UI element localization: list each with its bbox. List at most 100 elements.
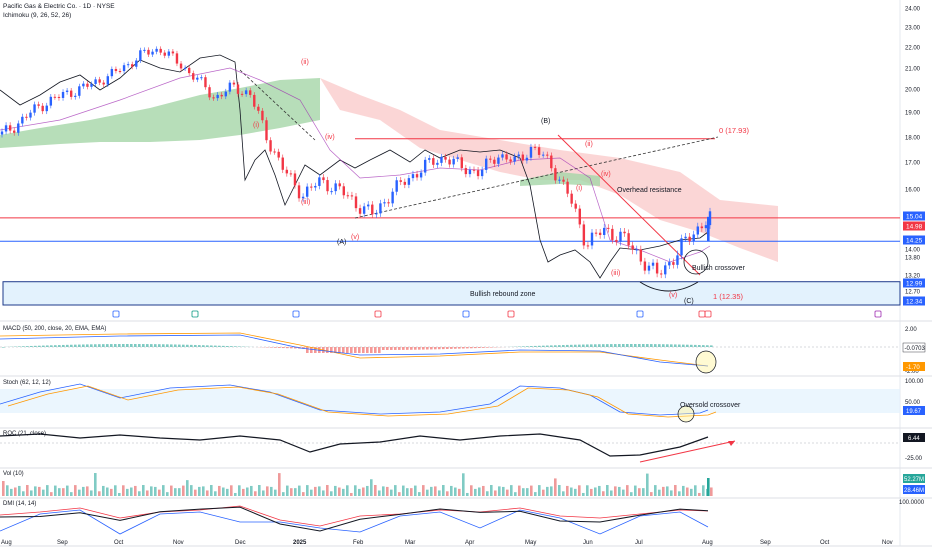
volume-bar [614, 486, 617, 496]
macd-hist-bar [134, 344, 137, 347]
volume-bar [578, 485, 581, 496]
volume-bar [694, 485, 697, 496]
macd-hist-bar [170, 344, 173, 347]
price-candle [668, 262, 670, 265]
macd-hist-bar [358, 347, 361, 353]
macd-hist-bar [342, 347, 345, 353]
macd-hist-bar [186, 345, 189, 347]
event-marker [375, 311, 381, 317]
volume-bar [190, 485, 193, 496]
macd-hist-bar [462, 347, 465, 349]
price-candle [168, 52, 170, 56]
macd-hist-bar [562, 345, 565, 347]
volume-bar [510, 485, 513, 496]
volume-bar [298, 486, 301, 496]
macd-hist-bar [126, 344, 129, 347]
volume-bar [378, 490, 381, 496]
macd-hist-bar [190, 345, 193, 347]
price-candle [359, 208, 361, 214]
price-candle [200, 77, 202, 78]
macd-hist-bar [438, 347, 441, 349]
price-candle [424, 160, 426, 173]
volume-bar [550, 486, 553, 496]
macd-hist-bar [594, 344, 597, 347]
macd-hist-bar [98, 344, 101, 347]
wave-label: (v) [669, 292, 677, 299]
event-marker [705, 311, 711, 317]
price-candle [159, 49, 161, 53]
price-candle [391, 192, 393, 204]
volume-bar [346, 485, 349, 496]
symbol-title: Pacific Gas & Electric Co. · 1D · NYSE [3, 3, 115, 10]
volume-bar [98, 491, 101, 496]
macd-hist-bar [122, 344, 125, 347]
macd-hist-bar [454, 347, 457, 349]
macd-hist-bar [166, 344, 169, 347]
price-candle [225, 92, 227, 97]
volume-bar [350, 493, 353, 496]
macd-hist-bar [306, 347, 309, 353]
price-candle [257, 107, 259, 111]
volume-bar [254, 491, 257, 496]
price-candle [379, 203, 381, 213]
macd-hist-bar [366, 347, 369, 353]
bullish-crossover-label: Bullish crossover [692, 265, 746, 272]
price-candle [94, 79, 96, 84]
volume-bar [174, 488, 177, 496]
volume-bar [610, 490, 613, 496]
price-candle [41, 106, 43, 111]
volume-bar [122, 485, 125, 496]
price-candle [469, 170, 471, 174]
volume-bar [558, 485, 561, 496]
price-candle [143, 50, 145, 51]
price-candle [644, 262, 646, 271]
price-candle [383, 202, 385, 203]
macd-hist-bar [646, 344, 649, 347]
time-axis-label: Jul [635, 540, 643, 546]
price-candle [277, 152, 279, 158]
wave-label: (ii) [301, 59, 309, 66]
price-candle [9, 125, 11, 130]
rebound-zone-label: Bullish rebound zone [470, 291, 535, 298]
volume-bar [82, 487, 85, 496]
macd-hist-bar [678, 345, 681, 347]
time-axis-label: Nov [882, 540, 893, 546]
macd-hist-bar [182, 345, 185, 347]
macd-hist-bar [470, 347, 473, 348]
macd-hist-bar [466, 347, 469, 348]
event-marker [875, 311, 881, 317]
event-marker [699, 311, 705, 317]
price-candle [115, 69, 117, 71]
volume-bar [522, 488, 525, 496]
macd-hist-bar [578, 345, 581, 347]
price-candle [273, 151, 275, 152]
volume-bar [454, 488, 457, 496]
volume-bar [226, 489, 229, 496]
macd-hist-bar [106, 344, 109, 347]
price-tag-text: 12.34 [906, 299, 923, 306]
volume-bar [678, 491, 681, 496]
volume-bar [326, 485, 329, 496]
macd-hist-bar [442, 347, 445, 349]
price-candle [636, 249, 638, 250]
price-candle [416, 174, 418, 177]
price-candle [86, 84, 88, 87]
volume-bar [86, 486, 89, 496]
macd-hist-bar [158, 344, 161, 347]
price-candle [570, 194, 572, 204]
price-candle [151, 52, 153, 55]
volume-bar [478, 487, 481, 496]
volume-bar [410, 488, 413, 496]
macd-hist-bar [82, 344, 85, 347]
volume-bar [446, 491, 449, 496]
price-candle [611, 229, 613, 240]
macd-hist-bar [486, 347, 489, 348]
price-candle [204, 77, 206, 87]
macd-hist-bar [50, 345, 53, 347]
price-candle [387, 202, 389, 203]
price-candle [595, 233, 597, 234]
time-axis-label: Sep [760, 540, 771, 546]
macd-hist-bar [30, 346, 33, 347]
